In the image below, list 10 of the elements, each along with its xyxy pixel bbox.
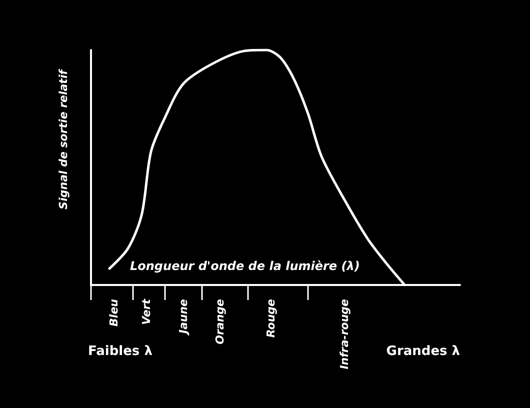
x-tick-label: Infra-rouge — [338, 298, 352, 370]
x-tick-label: Orange — [214, 298, 227, 344]
x-tick-label: Rouge — [264, 298, 278, 338]
y-axis-title: Signal de sortie relatif — [57, 68, 70, 210]
text: Faibles λ — [88, 344, 152, 359]
x-tick-label: Vert — [140, 298, 153, 325]
x-tick-label: Bleu — [108, 298, 121, 326]
x-axis-title: Longueur d'onde de la lumière (λ) — [130, 259, 360, 273]
text: Grandes λ — [386, 344, 460, 359]
x-tick-label: Jaune — [176, 298, 190, 336]
